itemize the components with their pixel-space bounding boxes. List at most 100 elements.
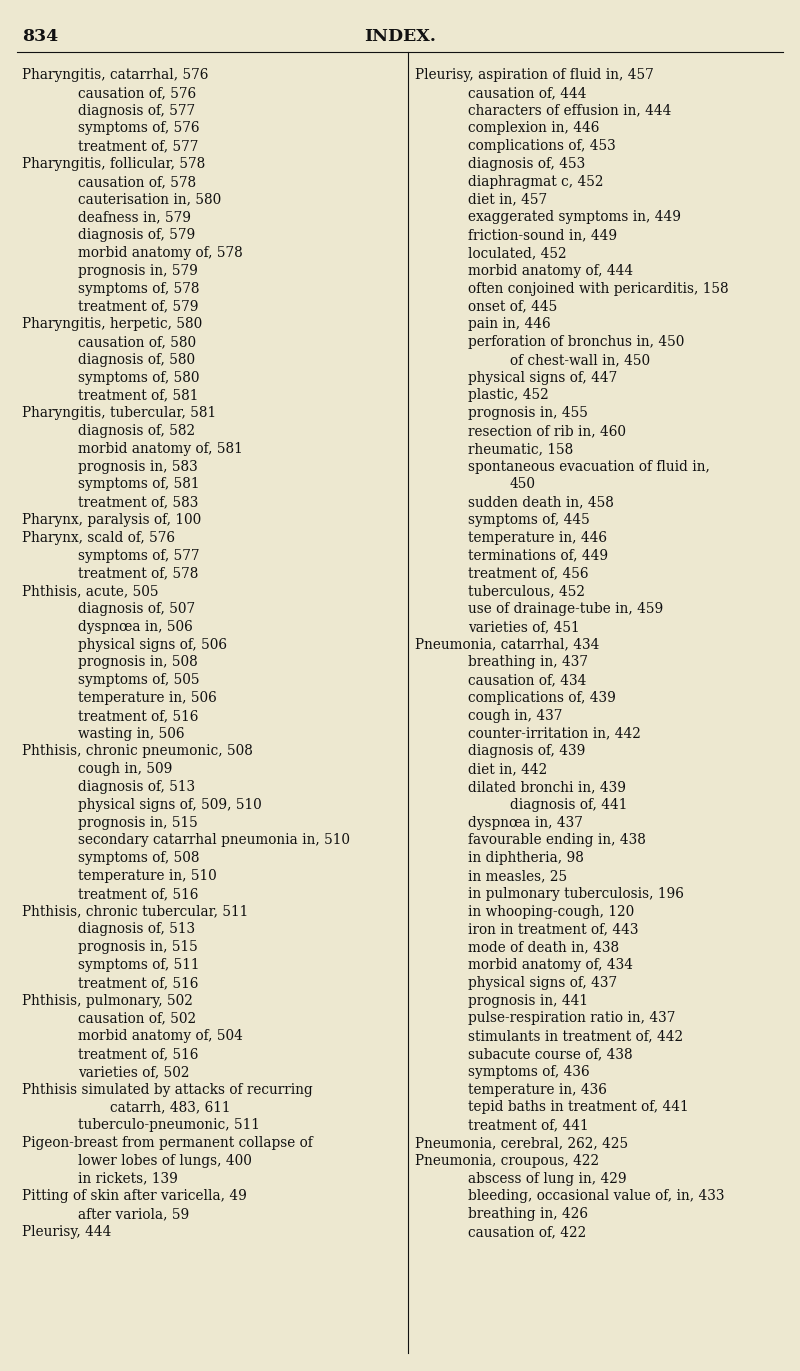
Text: Phthisis, acute, 505: Phthisis, acute, 505	[22, 584, 158, 598]
Text: friction-sound in, 449: friction-sound in, 449	[468, 228, 617, 243]
Text: diagnosis of, 513: diagnosis of, 513	[78, 923, 195, 936]
Text: counter-irritation in, 442: counter-irritation in, 442	[468, 727, 641, 740]
Text: causation of, 578: causation of, 578	[78, 174, 196, 189]
Text: causation of, 422: causation of, 422	[468, 1226, 586, 1239]
Text: Pitting of skin after varicella, 49: Pitting of skin after varicella, 49	[22, 1190, 247, 1204]
Text: characters of effusion in, 444: characters of effusion in, 444	[468, 104, 671, 118]
Text: onset of, 445: onset of, 445	[468, 299, 558, 314]
Text: morbid anatomy of, 578: morbid anatomy of, 578	[78, 245, 242, 260]
Text: prognosis in, 579: prognosis in, 579	[78, 263, 198, 278]
Text: diagnosis of, 453: diagnosis of, 453	[468, 158, 586, 171]
Text: temperature in, 446: temperature in, 446	[468, 531, 607, 544]
Text: Pharynx, scald of, 576: Pharynx, scald of, 576	[22, 531, 175, 544]
Text: complications of, 439: complications of, 439	[468, 691, 616, 705]
Text: often conjoined with pericarditis, 158: often conjoined with pericarditis, 158	[468, 281, 729, 296]
Text: dilated bronchi in, 439: dilated bronchi in, 439	[468, 780, 626, 794]
Text: morbid anatomy of, 444: morbid anatomy of, 444	[468, 263, 633, 278]
Text: loculated, 452: loculated, 452	[468, 245, 566, 260]
Text: symptoms of, 508: symptoms of, 508	[78, 851, 199, 865]
Text: dyspnœa in, 437: dyspnœa in, 437	[468, 816, 583, 829]
Text: catarrh, 483, 611: catarrh, 483, 611	[110, 1101, 230, 1115]
Text: Pharyngitis, follicular, 578: Pharyngitis, follicular, 578	[22, 158, 206, 171]
Text: prognosis in, 508: prognosis in, 508	[78, 655, 198, 669]
Text: varieties of, 451: varieties of, 451	[468, 620, 580, 633]
Text: tuberculous, 452: tuberculous, 452	[468, 584, 585, 598]
Text: in rickets, 139: in rickets, 139	[78, 1172, 178, 1186]
Text: treatment of, 579: treatment of, 579	[78, 299, 198, 314]
Text: subacute course of, 438: subacute course of, 438	[468, 1047, 633, 1061]
Text: 450: 450	[510, 477, 536, 491]
Text: Pharyngitis, tubercular, 581: Pharyngitis, tubercular, 581	[22, 406, 216, 420]
Text: physical signs of, 509, 510: physical signs of, 509, 510	[78, 798, 262, 812]
Text: temperature in, 510: temperature in, 510	[78, 869, 217, 883]
Text: prognosis in, 441: prognosis in, 441	[468, 994, 588, 1008]
Text: Pneumonia, catarrhal, 434: Pneumonia, catarrhal, 434	[415, 638, 599, 651]
Text: in whooping-cough, 120: in whooping-cough, 120	[468, 905, 634, 919]
Text: after variola, 59: after variola, 59	[78, 1208, 190, 1222]
Text: diagnosis of, 582: diagnosis of, 582	[78, 424, 195, 437]
Text: causation of, 576: causation of, 576	[78, 86, 196, 100]
Text: physical signs of, 437: physical signs of, 437	[468, 976, 617, 990]
Text: prognosis in, 583: prognosis in, 583	[78, 459, 198, 473]
Text: treatment of, 516: treatment of, 516	[78, 1047, 198, 1061]
Text: Pleurisy, 444: Pleurisy, 444	[22, 1226, 111, 1239]
Text: temperature in, 436: temperature in, 436	[468, 1083, 607, 1097]
Text: diet in, 442: diet in, 442	[468, 762, 547, 776]
Text: morbid anatomy of, 581: morbid anatomy of, 581	[78, 441, 242, 455]
Text: terminations of, 449: terminations of, 449	[468, 548, 608, 562]
Text: tuberculo-pneumonic, 511: tuberculo-pneumonic, 511	[78, 1119, 260, 1132]
Text: tepid baths in treatment of, 441: tepid baths in treatment of, 441	[468, 1101, 689, 1115]
Text: in diphtheria, 98: in diphtheria, 98	[468, 851, 584, 865]
Text: morbid anatomy of, 504: morbid anatomy of, 504	[78, 1030, 243, 1043]
Text: cough in, 437: cough in, 437	[468, 709, 562, 723]
Text: temperature in, 506: temperature in, 506	[78, 691, 217, 705]
Text: treatment of, 578: treatment of, 578	[78, 566, 198, 580]
Text: lower lobes of lungs, 400: lower lobes of lungs, 400	[78, 1154, 252, 1168]
Text: treatment of, 581: treatment of, 581	[78, 388, 198, 403]
Text: diagnosis of, 580: diagnosis of, 580	[78, 352, 195, 367]
Text: complexion in, 446: complexion in, 446	[468, 122, 599, 136]
Text: symptoms of, 578: symptoms of, 578	[78, 281, 199, 296]
Text: treatment of, 441: treatment of, 441	[468, 1119, 589, 1132]
Text: use of drainage-tube in, 459: use of drainage-tube in, 459	[468, 602, 663, 616]
Text: diagnosis of, 577: diagnosis of, 577	[78, 104, 195, 118]
Text: plastic, 452: plastic, 452	[468, 388, 549, 403]
Text: varieties of, 502: varieties of, 502	[78, 1065, 190, 1079]
Text: diet in, 457: diet in, 457	[468, 192, 547, 207]
Text: INDEX.: INDEX.	[364, 27, 436, 45]
Text: Phthisis, pulmonary, 502: Phthisis, pulmonary, 502	[22, 994, 193, 1008]
Text: morbid anatomy of, 434: morbid anatomy of, 434	[468, 958, 633, 972]
Text: Phthisis simulated by attacks of recurring: Phthisis simulated by attacks of recurri…	[22, 1083, 313, 1097]
Text: diagnosis of, 513: diagnosis of, 513	[78, 780, 195, 794]
Text: causation of, 580: causation of, 580	[78, 335, 196, 350]
Text: Pharynx, paralysis of, 100: Pharynx, paralysis of, 100	[22, 513, 202, 526]
Text: in pulmonary tuberculosis, 196: in pulmonary tuberculosis, 196	[468, 887, 684, 901]
Text: favourable ending in, 438: favourable ending in, 438	[468, 834, 646, 847]
Text: breathing in, 426: breathing in, 426	[468, 1208, 588, 1222]
Text: symptoms of, 577: symptoms of, 577	[78, 548, 199, 562]
Text: causation of, 434: causation of, 434	[468, 673, 586, 687]
Text: Phthisis, chronic pneumonic, 508: Phthisis, chronic pneumonic, 508	[22, 744, 253, 758]
Text: secondary catarrhal pneumonia in, 510: secondary catarrhal pneumonia in, 510	[78, 834, 350, 847]
Text: treatment of, 577: treatment of, 577	[78, 140, 198, 154]
Text: sudden death in, 458: sudden death in, 458	[468, 495, 614, 509]
Text: diagnosis of, 507: diagnosis of, 507	[78, 602, 195, 616]
Text: pulse-respiration ratio in, 437: pulse-respiration ratio in, 437	[468, 1012, 675, 1026]
Text: breathing in, 437: breathing in, 437	[468, 655, 588, 669]
Text: in measles, 25: in measles, 25	[468, 869, 567, 883]
Text: treatment of, 456: treatment of, 456	[468, 566, 589, 580]
Text: physical signs of, 447: physical signs of, 447	[468, 370, 618, 385]
Text: symptoms of, 576: symptoms of, 576	[78, 122, 199, 136]
Text: physical signs of, 506: physical signs of, 506	[78, 638, 227, 651]
Text: prognosis in, 515: prognosis in, 515	[78, 941, 198, 954]
Text: pain in, 446: pain in, 446	[468, 317, 550, 332]
Text: treatment of, 516: treatment of, 516	[78, 976, 198, 990]
Text: abscess of lung in, 429: abscess of lung in, 429	[468, 1172, 626, 1186]
Text: treatment of, 516: treatment of, 516	[78, 709, 198, 723]
Text: resection of rib in, 460: resection of rib in, 460	[468, 424, 626, 437]
Text: stimulants in treatment of, 442: stimulants in treatment of, 442	[468, 1030, 683, 1043]
Text: treatment of, 583: treatment of, 583	[78, 495, 198, 509]
Text: Pigeon-breast from permanent collapse of: Pigeon-breast from permanent collapse of	[22, 1137, 313, 1150]
Text: 834: 834	[22, 27, 58, 45]
Text: diagnosis of, 439: diagnosis of, 439	[468, 744, 586, 758]
